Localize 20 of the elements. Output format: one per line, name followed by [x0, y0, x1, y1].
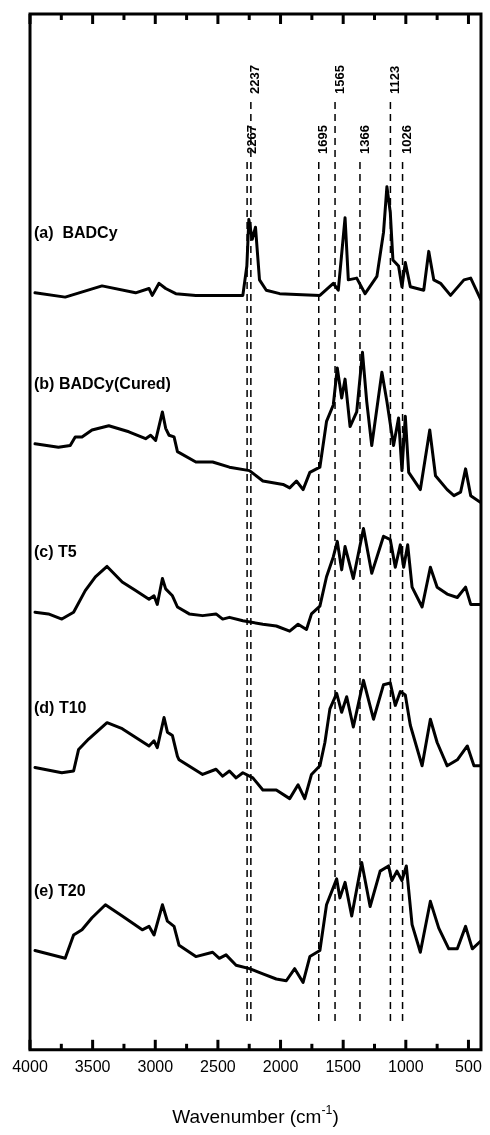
ref-line-label: 1695 — [315, 125, 331, 154]
series-label: (c) T5 — [34, 543, 77, 561]
x-tick-label: 1000 — [388, 1057, 424, 1075]
ref-line-label: 2237 — [247, 65, 263, 94]
text: (a) BADCy — [34, 223, 118, 241]
series-label: (d) T10 — [34, 698, 87, 716]
ref-line-label: 1366 — [356, 125, 372, 154]
x-tick-label: 4000 — [12, 1057, 48, 1075]
x-tick-label: 2000 — [262, 1057, 299, 1075]
series-label: (b) BADCy(Cured) — [34, 374, 171, 392]
x-tick-label: 2500 — [200, 1057, 236, 1075]
ref-line-label: 1123 — [386, 65, 402, 94]
x-tick-label: 3000 — [137, 1057, 174, 1075]
x-tick-label: 1500 — [325, 1057, 362, 1075]
ref-line-label: 1026 — [399, 125, 415, 154]
series-label: (e) T20 — [34, 881, 86, 899]
ref-line-label: 2267 — [243, 125, 259, 154]
x-tick-label: 3500 — [74, 1057, 111, 1075]
ref-line-label: 1565 — [331, 65, 347, 94]
x-tick-label: 500 — [455, 1057, 482, 1075]
